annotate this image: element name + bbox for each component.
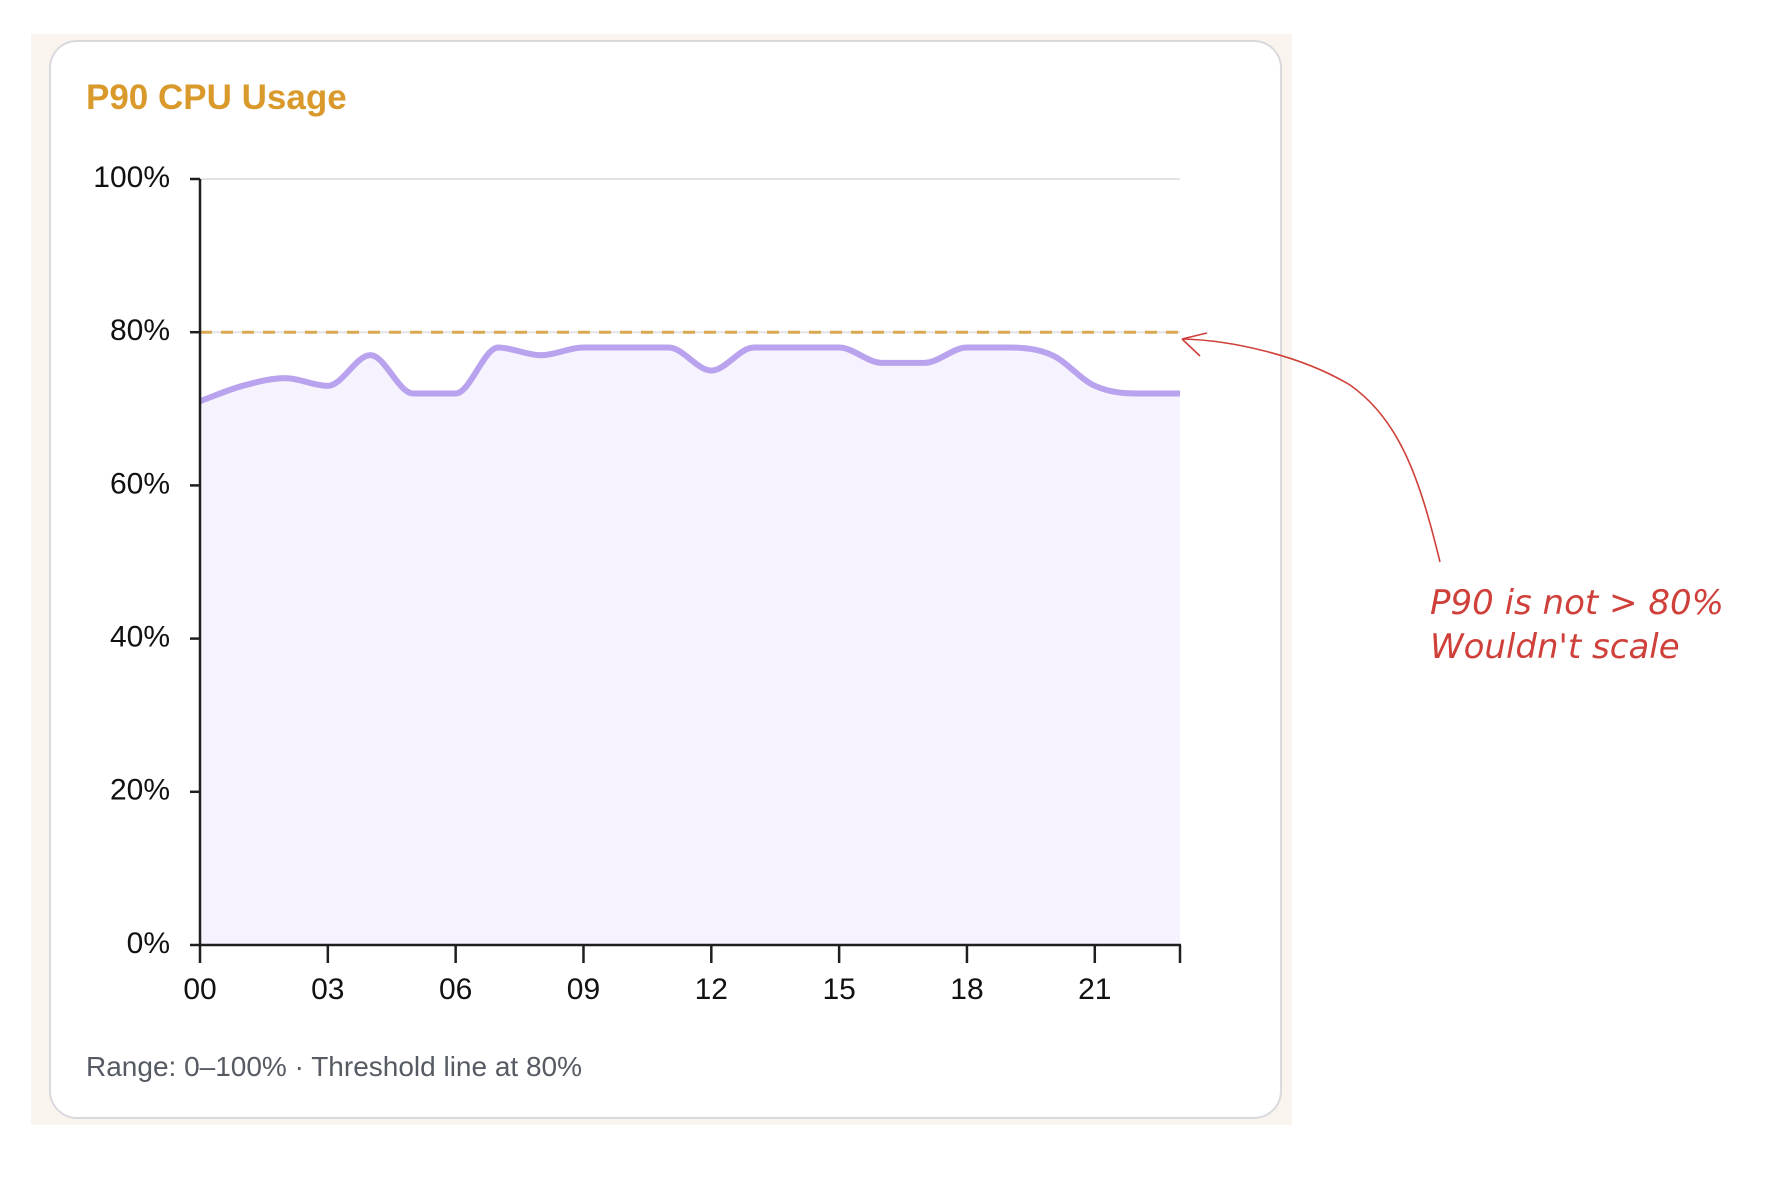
y-tick-label: 100%	[93, 161, 170, 194]
y-tick-label: 40%	[110, 621, 170, 654]
usage-area	[200, 347, 1180, 945]
x-tick-label: 21	[1078, 973, 1111, 1006]
x-tick-label: 12	[695, 973, 728, 1006]
x-tick-label: 09	[567, 973, 600, 1006]
x-tick-label: 03	[311, 973, 344, 1006]
y-tick-label: 80%	[110, 314, 170, 347]
annotation: P90 is not > 80% Wouldn't scale	[1181, 332, 1724, 667]
x-tick-label: 06	[439, 973, 472, 1006]
axes: 0% 20% 40% 60% 80% 100% 00 03 06 09 12 15 18 21	[93, 161, 1182, 1006]
x-tick-label: 15	[822, 973, 855, 1006]
y-tick-label: 0%	[127, 927, 170, 960]
usage-line	[198, 344, 1180, 404]
chart-footer: Range: 0–100% · Threshold line at 80%	[86, 1051, 583, 1082]
annotation-line-2: Wouldn't scale	[1430, 627, 1680, 667]
y-tick-label: 60%	[110, 467, 170, 500]
chart-title: P90 CPU Usage	[86, 78, 347, 117]
x-tick-label: 00	[183, 973, 216, 1006]
annotation-arrow	[1181, 332, 1441, 563]
x-tick-label: 18	[950, 973, 983, 1006]
annotation-line-1: P90 is not > 80%	[1430, 583, 1724, 623]
y-tick-label: 20%	[110, 774, 170, 807]
